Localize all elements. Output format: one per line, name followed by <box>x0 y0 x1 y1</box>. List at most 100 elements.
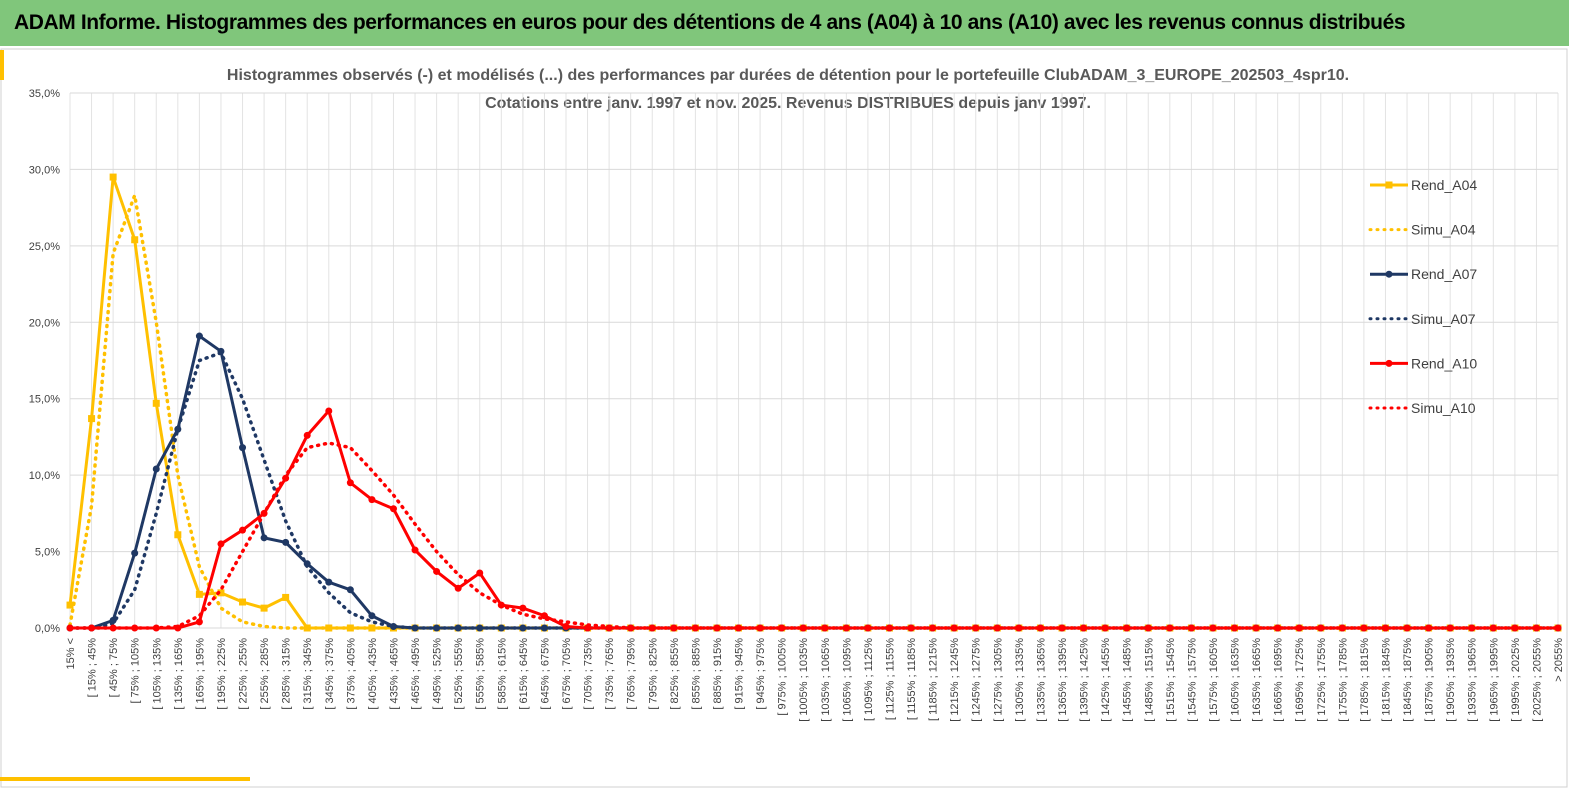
x-tick-label: [ 1665% ; 1695% <box>1273 638 1285 722</box>
x-tick-label: [ 945% ; 975% <box>755 638 767 710</box>
x-tick-label: [ 1815% ; 1845% <box>1380 638 1392 722</box>
x-tick-label: [ 1395% ; 1425% <box>1079 638 1091 722</box>
point <box>325 407 333 415</box>
x-tick-label: [ 1095% ; 1125% <box>863 638 875 721</box>
point <box>152 399 160 407</box>
x-tick-label: [ 1065% ; 1095% <box>841 638 853 722</box>
y-tick-label: 5,0% <box>35 547 60 559</box>
x-tick-label: [ 1785% ; 1815% <box>1359 638 1371 722</box>
y-tick-label: 0,0% <box>35 623 60 635</box>
header-bar: ADAM Informe. Histogrammes des performan… <box>0 0 1569 48</box>
x-tick-label: [ 105% ; 135% <box>151 638 163 710</box>
legend-label: Simu_A10 <box>1411 400 1476 416</box>
x-tick-label: [ 75% ; 105% <box>130 638 142 704</box>
y-tick-label: 10,0% <box>29 470 60 482</box>
x-tick-label: [ 885% ; 915% <box>712 638 724 710</box>
point <box>174 531 182 539</box>
x-tick-label: [ 1545% ; 1575% <box>1186 638 1198 722</box>
x-tick-label: [ 705% ; 735% <box>583 638 595 710</box>
point <box>1274 624 1282 632</box>
point <box>562 622 570 630</box>
x-tick-label: [ 1425% ; 1455% <box>1100 638 1112 722</box>
point <box>519 604 527 612</box>
point <box>152 465 160 473</box>
point <box>131 549 139 557</box>
point <box>1252 624 1260 632</box>
x-tick-label: [ 675% ; 705% <box>561 638 573 710</box>
accent <box>0 50 4 80</box>
point <box>131 236 139 244</box>
point <box>713 624 721 632</box>
x-tick-label: [ 645% ; 675% <box>539 638 551 710</box>
point <box>195 618 203 626</box>
x-tick-label: [ 1035% ; 1065% <box>820 638 832 722</box>
x-tick-label: [ 1875% ; 1905% <box>1424 638 1436 722</box>
x-tick-label: [ 1725% ; 1755% <box>1316 638 1328 722</box>
x-tick-label: [ 585% ; 615% <box>496 638 508 710</box>
point <box>66 601 74 609</box>
x-tick-label: [ 1275% ; 1305% <box>992 638 1004 722</box>
legend-label: Rend_A10 <box>1411 355 1477 371</box>
x-tick-label: [ 1755% ; 1785% <box>1337 638 1349 722</box>
x-tick-label: [ 1515% ; 1545% <box>1165 638 1177 722</box>
x-tick-label: [ 1185% ; 1215% <box>928 638 940 721</box>
x-tick-label: [ 1125% ; 1155% <box>884 638 896 720</box>
y-tick-label: 25,0% <box>29 241 60 253</box>
x-tick-label: [ 1965% ; 1995% <box>1488 638 1500 722</box>
x-tick-label: [ 255% ; 285% <box>259 638 271 710</box>
x-tick-label: [ 1455% ; 1485% <box>1122 638 1134 722</box>
x-tick-label: [ 975% ; 1005% <box>777 638 789 716</box>
x-tick-label: > 2055% <box>1553 638 1565 682</box>
x-tick-label: [ 1215% ; 1245% <box>949 638 961 722</box>
y-tick-label: 35,0% <box>29 88 60 100</box>
point <box>346 479 354 487</box>
point <box>217 589 225 597</box>
point <box>1532 624 1540 632</box>
point <box>778 624 786 632</box>
x-tick-label: [ 1245% ; 1275% <box>971 638 983 722</box>
point <box>1015 624 1023 632</box>
x-tick-label: [ 345% ; 375% <box>324 638 336 710</box>
x-tick-label: [ 1335% ; 1365% <box>1035 638 1047 722</box>
point <box>993 624 1001 632</box>
x-tick-label: [ 495% ; 525% <box>432 638 444 710</box>
point <box>454 584 462 592</box>
point <box>1317 624 1325 632</box>
x-tick-label: [ 1605% ; 1635% <box>1230 638 1242 722</box>
point <box>476 569 484 577</box>
x-tick-label: [ 1305% ; 1335% <box>1014 638 1026 722</box>
x-tick-label: [ 525% ; 555% <box>453 638 465 710</box>
chart-title: Histogrammes observés (-) et modélisés (… <box>227 67 1349 84</box>
point <box>735 624 743 632</box>
point <box>260 534 268 542</box>
point <box>1058 624 1066 632</box>
x-tick-label: [ 765% ; 795% <box>626 638 638 710</box>
x-tick-label: [ 1845% ; 1875% <box>1402 638 1414 722</box>
x-tick-label: [ 1635% ; 1665% <box>1251 638 1263 722</box>
point <box>346 586 354 594</box>
point <box>325 578 333 586</box>
point <box>1295 624 1303 632</box>
point <box>195 590 203 598</box>
x-tick-label: [ 225% ; 255% <box>238 638 250 710</box>
point <box>1554 624 1562 632</box>
chart-subtitle: Cotations entre janv. 1997 et nov. 2025.… <box>485 95 1091 112</box>
y-tick-label: 30,0% <box>29 164 60 176</box>
x-tick-label: [ 15% ; 45% <box>87 638 99 698</box>
x-tick-label: [ 45% ; 75% <box>108 638 120 698</box>
legend-marker <box>1385 270 1393 278</box>
x-tick-label: [ 285% ; 315% <box>281 638 293 710</box>
x-tick-label: [ 435% ; 465% <box>388 638 400 710</box>
y-tick-label: 15,0% <box>29 394 60 406</box>
point <box>303 431 311 439</box>
x-tick-label: [ 1695% ; 1725% <box>1294 638 1306 722</box>
x-tick-label: [ 405% ; 435% <box>367 638 379 710</box>
series-line <box>68 441 1560 630</box>
point <box>1036 624 1044 632</box>
legend-label: Rend_A07 <box>1411 266 1477 282</box>
x-tick-label: [ 1575% ; 1605% <box>1208 638 1220 722</box>
point <box>411 546 419 554</box>
point <box>756 624 764 632</box>
point <box>799 624 807 632</box>
